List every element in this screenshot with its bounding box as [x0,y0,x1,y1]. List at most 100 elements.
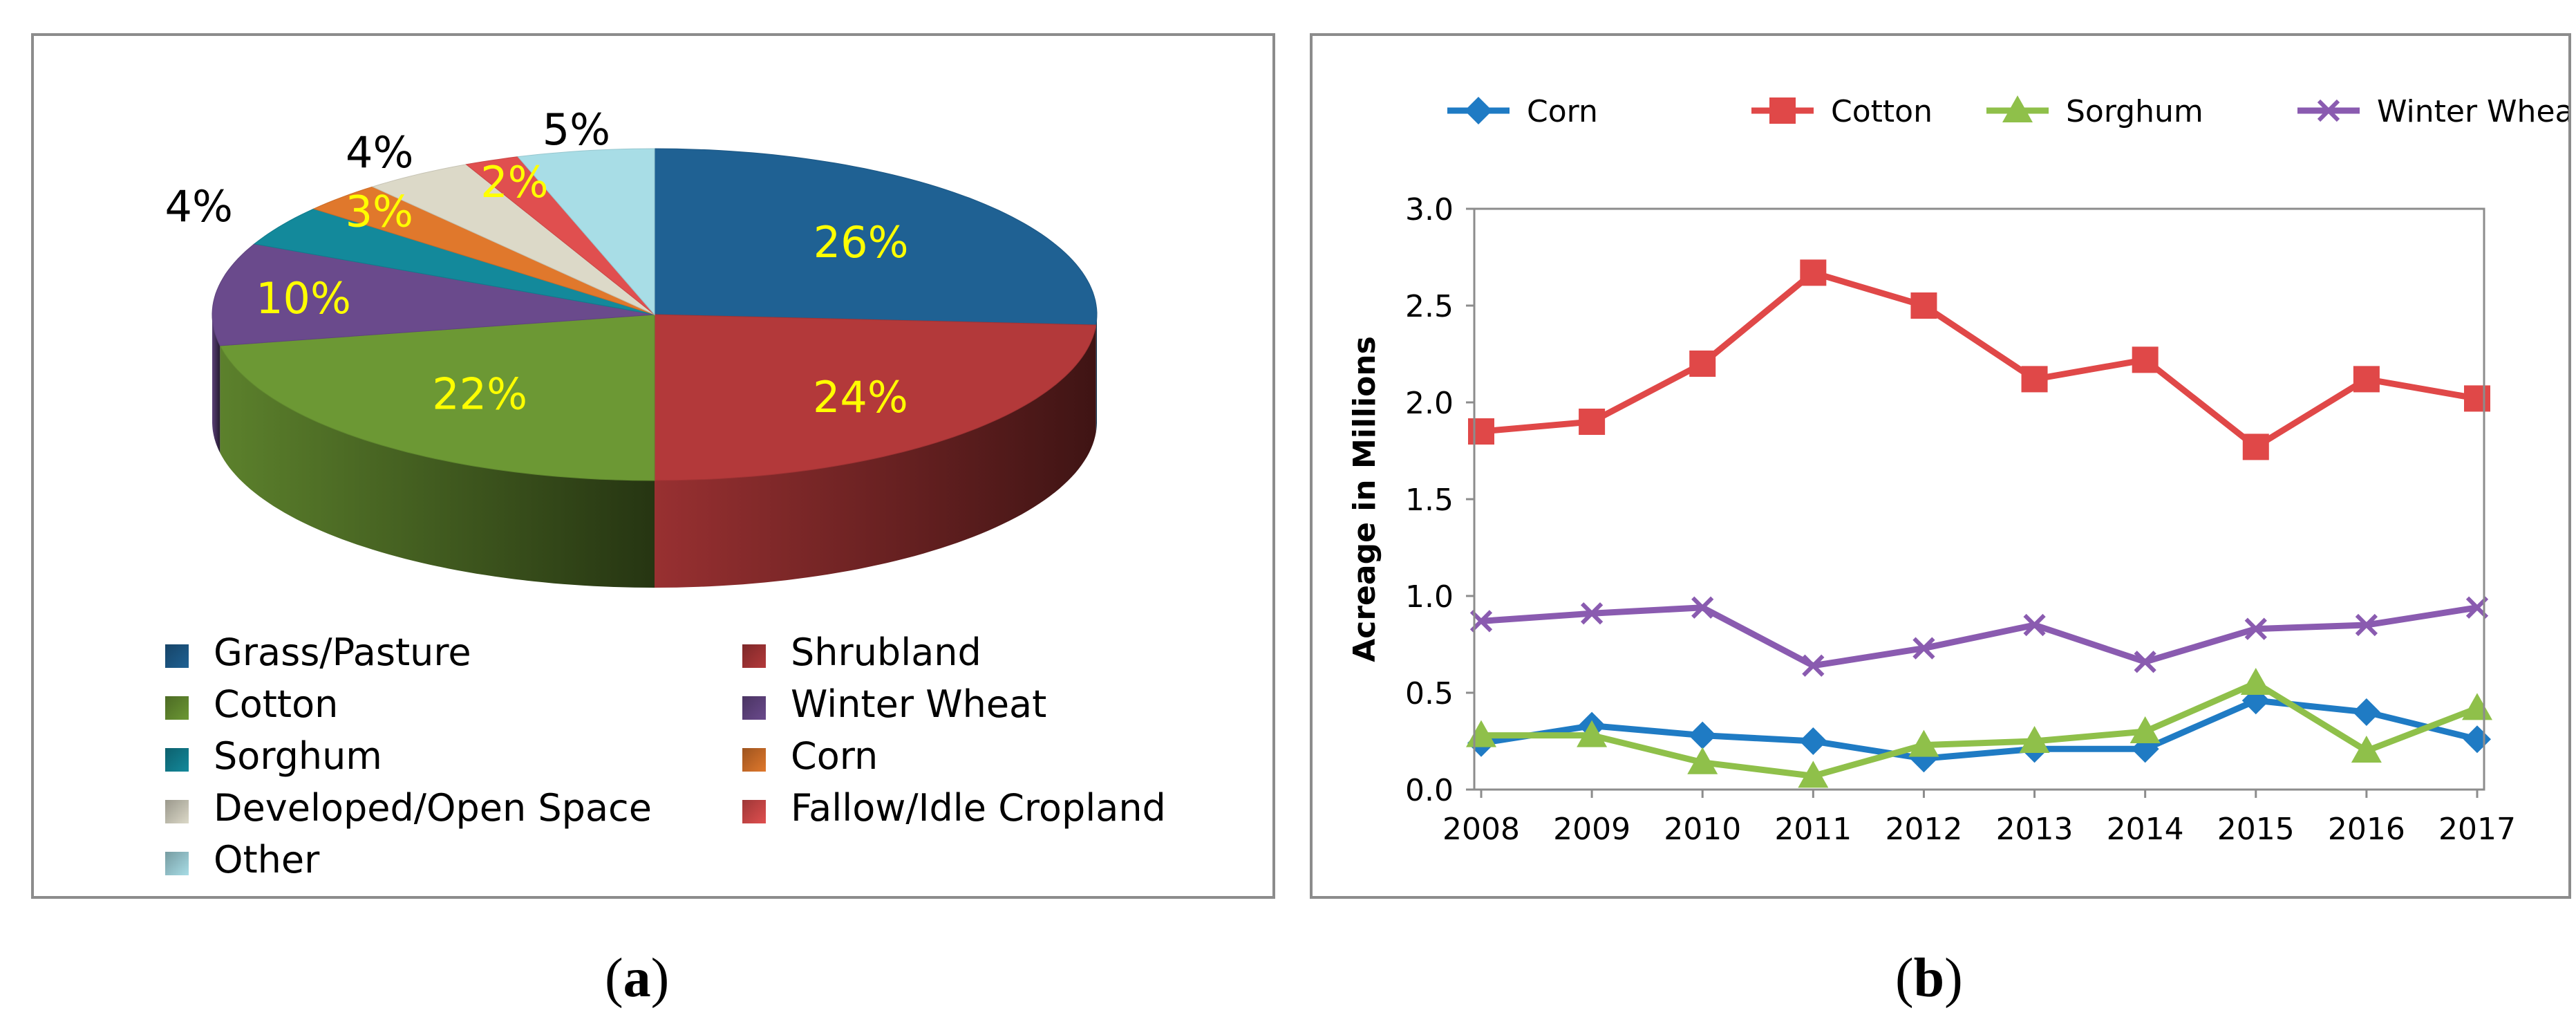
legend-swatch-grass-pasture [165,644,189,668]
pie-label-other: 5% [543,104,610,155]
series-line-cotton [1480,269,2478,450]
legend-marker-sorghum [2002,95,2033,122]
point-sorghum [2130,716,2161,743]
y-tick-label: 3.0 [1405,192,1454,227]
legend-swatch-fallow-idle-cropland [742,800,766,823]
pie-slice-grass-pasture [654,148,1098,326]
legend-label-developed-open-space: Developed/Open Space [214,786,652,830]
y-tick-label: 0.5 [1405,676,1454,711]
point-cotton [2353,366,2380,393]
point-sorghum [1687,747,1718,774]
point-winter-wheat [2134,651,2156,673]
legend-marker-cotton [1769,97,1796,124]
legend-label-cotton: Cotton [214,682,338,726]
x-tick-label: 2009 [1553,812,1630,847]
point-winter-wheat [2023,613,2046,637]
x-tick-label: 2010 [1664,812,1741,847]
pie-slice-fallow-idle-cropland [465,156,655,315]
point-sorghum [2462,693,2492,720]
x-tick-label: 2013 [1996,812,2074,847]
point-cotton [1689,351,1716,377]
pie-label-fallow-idle-cropland: 2% [480,157,548,207]
point-winter-wheat [2355,613,2378,637]
legend-swatch-other [165,852,189,875]
point-sorghum [1577,720,1608,747]
pie-side-shrubland [655,325,1096,588]
point-winter-wheat [1580,602,1604,625]
pie-slice-other [517,148,655,316]
pie-side-cotton [220,346,655,588]
series-line-corn [1480,697,2479,762]
point-sorghum [2351,736,2382,763]
legend-swatch-winter-wheat [742,696,766,720]
pie-slice-corn [312,186,655,315]
legend-label-sorghum: Sorghum [214,734,382,778]
legend-label-corn: Corn [791,734,878,778]
legend-swatch-developed-open-space [165,800,189,823]
legend-label-fallow-idle-cropland: Fallow/Idle Cropland [791,786,1166,830]
point-cotton [1579,409,1606,435]
y-axis-title: Acreage in Millions [1347,336,1382,662]
plot-area [1473,207,2485,791]
pie-label-cotton: 22% [432,369,527,420]
point-cotton [2464,385,2490,412]
point-cotton [2132,346,2159,373]
point-winter-wheat [2244,617,2267,640]
caption-b: (b) [1895,948,1963,1009]
point-corn [1799,727,1827,755]
point-cotton [2021,366,2048,393]
legend-label-winter-wheat: Winter Wheat [791,682,1046,726]
legend-marker-corn [1465,97,1492,124]
y-tick-label: 1.0 [1405,579,1454,615]
y-tick-label: 0.0 [1405,773,1454,808]
point-cotton [1910,292,1937,319]
pie-slice-sorghum [253,208,655,315]
x-tick-label: 2014 [2107,812,2184,847]
point-sorghum [1798,761,1829,788]
point-cotton [1800,259,1827,286]
pie-slice-winter-wheat [211,243,655,346]
pie-label-sorghum: 4% [165,181,233,232]
pie-chart-panel: 26% 24% 22% 10% 4% 3% 4% 2% 5% Grass/Pasture Shru… [31,33,1275,899]
point-cotton [2242,433,2269,460]
legend-label-grass-pasture: Grass/Pasture [214,631,471,674]
legend-swatch-cotton [165,696,189,720]
x-tick-label: 2015 [2217,812,2295,847]
series-line-sorghum [1481,680,2479,779]
point-sorghum [2240,668,2271,695]
point-sorghum [1908,729,1939,757]
legend-label-sorghum: Sorghum [2066,94,2203,129]
legend-label-cotton: Cotton [1831,94,1933,129]
x-tick-label: 2016 [2328,812,2405,847]
point-winter-wheat [1802,654,1825,677]
point-corn [1689,721,1717,749]
point-corn [2352,698,2380,726]
x-tick-label: 2012 [1885,812,1962,847]
point-corn [2463,725,2491,754]
legend-label-shrubland: Shrubland [791,631,981,674]
caption-b-letter: b [1913,948,1945,1009]
legend-label-corn: Corn [1527,94,1598,129]
caption-a-letter: a [623,948,651,1009]
legend-label-other: Other [214,838,320,882]
caption-a: (a) [605,948,670,1009]
pie-slice-cotton [219,314,655,481]
pie-label-grass-pasture: 26% [814,217,909,268]
pie-label-corn: 3% [346,187,413,237]
legend-swatch-sorghum [165,748,189,772]
pie-slice-developed-open-space [371,164,655,315]
x-tick-label: 2008 [1442,812,1520,847]
x-tick-label: 2017 [2438,812,2516,847]
y-tick-label: 2.0 [1405,386,1454,421]
pie-label-developed-open-space: 4% [346,127,413,178]
y-tick-label: 2.5 [1405,289,1454,324]
legend-label-winter-wheat: Winter Wheat [2377,94,2568,129]
x-tick-label: 2011 [1774,812,1852,847]
pie-slice-shrubland [654,314,1097,481]
series-line-winter-wheat [1480,604,2478,669]
legend-swatch-shrubland [742,644,766,668]
point-cotton [1468,418,1494,445]
legend-swatch-corn [742,748,766,772]
line-chart-panel: Corn Cotton Sorghum Winter Wheat 0.0 0.5 1.0 1… [1310,33,2571,899]
line-chart: Corn Cotton Sorghum Winter Wheat 0.0 0.5 1.0 1… [1347,94,2568,847]
